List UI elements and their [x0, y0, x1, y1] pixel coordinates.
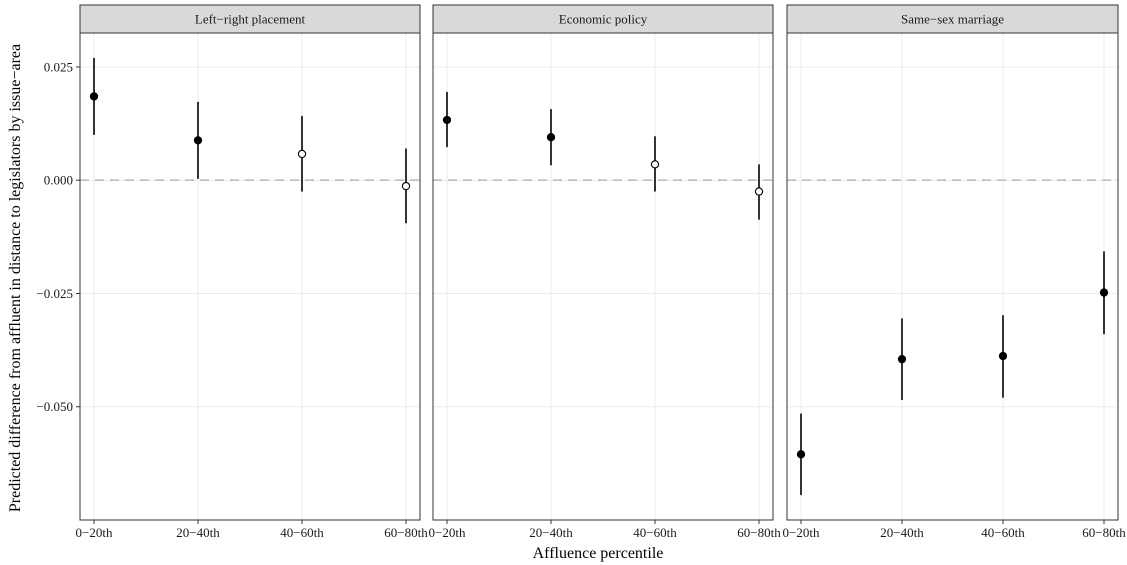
facet-title: Economic policy — [559, 12, 648, 27]
facet-title: Left−right placement — [195, 12, 306, 27]
x-tick-label: 60−80th — [1082, 525, 1126, 540]
facet-strip — [786, 4, 1119, 34]
y-tick-label: 0.025 — [44, 59, 73, 74]
x-tick-label: 40−60th — [633, 525, 677, 540]
point-filled — [546, 133, 556, 142]
point-filled — [1099, 288, 1109, 297]
panel-border — [432, 32, 774, 521]
y-tick-label: 0.000 — [44, 173, 73, 188]
x-tick-label: 20−40th — [176, 525, 220, 540]
x-tick-label: 40−60th — [280, 525, 324, 540]
facet-panel-1: Left−right placement 0−20th 20−40th 40−60th… — [76, 4, 428, 540]
point-open — [297, 149, 307, 159]
x-tick-label: 20−40th — [529, 525, 573, 540]
y-tick-label: −0.050 — [36, 399, 73, 414]
panel-border — [79, 32, 421, 521]
facet-title: Same−sex marriage — [901, 12, 1004, 27]
point-filled — [897, 355, 907, 364]
point-filled — [89, 92, 99, 101]
facets-layer: Left−right placement 0−20th 20−40th 40−60th… — [36, 4, 1126, 540]
x-tick-label: 0−20th — [429, 525, 466, 540]
facet-panel-2: Economic policy 0−20th 20−40th 40−60th 60−80… — [429, 4, 781, 540]
x-tick-label: 60−80th — [384, 525, 428, 540]
x-tick-label: 20−40th — [880, 525, 924, 540]
panel-background — [787, 33, 1118, 520]
facet-strip — [79, 4, 421, 34]
point-open — [650, 160, 660, 169]
x-axis-title: Affluence percentile — [533, 545, 664, 562]
x-tick-label: 60−80th — [737, 525, 781, 540]
y-axis-title: Predicted difference from affluent in di… — [7, 44, 24, 512]
x-tick-label: 0−20th — [783, 525, 820, 540]
panel-background — [433, 33, 773, 520]
point-filled — [998, 351, 1008, 361]
facet-panel-3: Same−sex marriage 0−20th 20−40th 40−60th 60−… — [783, 4, 1126, 540]
point-filled — [193, 136, 203, 145]
y-tick-label: −0.025 — [36, 286, 73, 301]
panel-background — [80, 33, 420, 520]
x-tick-label: 0−20th — [76, 525, 113, 540]
point-open — [401, 181, 411, 191]
point-open — [754, 187, 764, 196]
panel-border — [786, 32, 1119, 521]
point-filled — [796, 450, 806, 459]
x-tick-label: 40−60th — [981, 525, 1025, 540]
point-filled — [442, 115, 452, 125]
